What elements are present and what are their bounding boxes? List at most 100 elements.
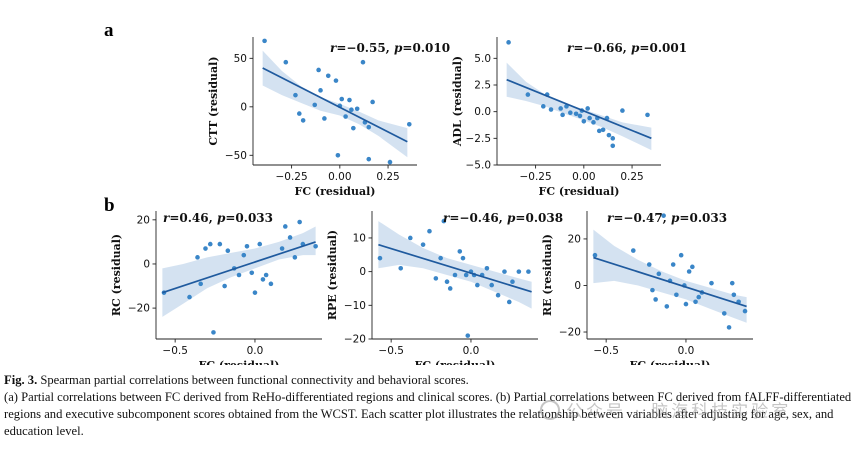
x-tick-label: −0.5 [593, 345, 619, 357]
y-tick-label: 10 [353, 232, 366, 244]
scatter-plot-1: −0.25 0.00 0.25 −50 0 50 FC (residual) CTT (res… [207, 37, 450, 198]
y-tick-label: 50 [234, 53, 247, 65]
data-point [441, 218, 447, 224]
data-point [322, 116, 327, 121]
data-point [217, 241, 223, 247]
data-point [463, 272, 469, 278]
data-point [721, 311, 727, 316]
data-point [211, 330, 216, 335]
watermark: 公众号 · 脑海科技实验室 [540, 397, 791, 422]
y-tick-label: 0 [359, 266, 366, 278]
data-point [420, 242, 426, 247]
regression-line [506, 78, 652, 140]
x-tick-label: −0.25 [275, 171, 307, 183]
x-axis-label: FC (residual) [199, 359, 280, 365]
data-point [260, 277, 266, 282]
data-point [325, 73, 331, 79]
caption-title: Fig. 3. [4, 373, 38, 387]
data-point [645, 112, 650, 118]
x-axis-label: FC (residual) [415, 359, 496, 365]
x-tick-label: 0.0 [463, 345, 480, 357]
confidence-band [593, 229, 747, 323]
data-point [387, 159, 393, 165]
data-point [610, 143, 616, 149]
y-tick-label: −2.5 [466, 133, 492, 145]
x-tick-label: −0.25 [519, 171, 551, 183]
data-point [347, 97, 352, 103]
data-point [526, 269, 531, 274]
x-tick-label: 0.25 [376, 171, 399, 183]
data-point [573, 111, 579, 117]
data-point [475, 282, 480, 288]
data-point [262, 38, 267, 44]
data-point [343, 114, 348, 119]
data-point [568, 110, 573, 116]
data-point [506, 299, 512, 305]
regression-line [162, 241, 316, 294]
data-point [444, 279, 450, 285]
x-tick-label: −0.5 [162, 345, 188, 357]
data-point [207, 241, 213, 247]
confidence-band [162, 226, 316, 317]
regression-line [593, 256, 747, 308]
data-point [316, 67, 321, 73]
data-point [670, 262, 676, 267]
stat-annotation: r=0.46, p=0.033 [163, 211, 273, 225]
data-point [244, 244, 250, 249]
data-point [693, 299, 698, 305]
data-point [620, 108, 625, 113]
data-point [282, 224, 288, 229]
data-point [709, 280, 714, 286]
y-tick-label: 5.0 [474, 53, 491, 65]
y-tick-label: 0 [143, 258, 150, 270]
x-axis-label: FC (residual) [630, 359, 711, 365]
stat-annotation: r=−0.55, p=0.010 [330, 41, 450, 55]
confidence-band [506, 62, 652, 151]
data-point [406, 121, 412, 127]
data-point [279, 246, 285, 251]
data-point [268, 281, 274, 287]
data-point [585, 106, 590, 111]
data-point [606, 132, 612, 138]
regression-line [378, 243, 532, 293]
data-point [548, 107, 554, 112]
data-point [686, 269, 692, 274]
data-point [236, 272, 242, 278]
scatter-plot-5: −0.5 0.0 −20 0 20 FC (residual) RE (residual) r… [541, 211, 753, 365]
x-tick-label: −0.5 [378, 345, 404, 357]
caption-body: (a) Partial correlations between FC deri… [4, 390, 852, 438]
data-point [656, 271, 662, 277]
watermark-text: 公众号 · 脑海科技实验室 [566, 402, 792, 422]
data-point [366, 124, 372, 130]
data-point [729, 280, 735, 286]
data-point [377, 255, 383, 261]
y-tick-label: −20 [559, 327, 581, 339]
y-axis-label: CTT (residual) [207, 56, 220, 145]
data-point [297, 111, 302, 116]
data-point [252, 290, 258, 295]
data-point [592, 252, 598, 258]
data-point [249, 270, 255, 276]
data-point [683, 301, 689, 307]
data-point [283, 59, 289, 65]
data-point [427, 228, 432, 234]
wechat-icon [540, 400, 560, 420]
data-point [591, 120, 596, 125]
panel-letter-b: b [104, 195, 115, 216]
y-axis-label: RC (residual) [110, 234, 123, 316]
data-point [525, 92, 531, 97]
data-point [447, 286, 453, 291]
y-tick-label: 0 [240, 101, 247, 113]
data-point [433, 276, 439, 281]
data-point [465, 333, 471, 338]
y-axis-label: RE (residual) [541, 234, 554, 316]
stat-annotation: r=−0.46, p=0.038 [443, 211, 563, 225]
y-tick-label: 0.0 [474, 106, 491, 118]
data-point [506, 40, 511, 45]
scatter-plot-2: −0.25 0.00 0.25 −5.0 −2.5 0.0 2.5 5.0 FC (residu… [451, 37, 687, 198]
data-point [560, 112, 565, 118]
data-point [674, 292, 679, 298]
x-tick-label: 0.25 [620, 171, 643, 183]
data-point [690, 264, 695, 270]
